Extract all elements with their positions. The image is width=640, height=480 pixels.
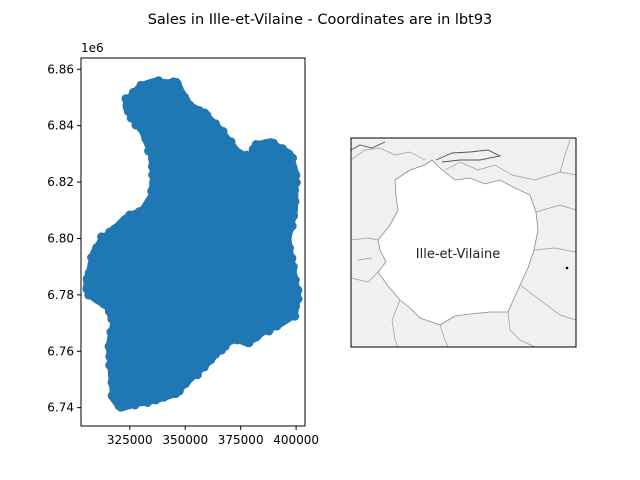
scatter-point (211, 349, 221, 359)
x-axis-ticks: 325000 350000 375000 400000 (107, 426, 319, 447)
y-offset-label: 1e6 (81, 41, 104, 55)
scatter-point (288, 265, 298, 275)
neighbor-border-south (391, 299, 536, 347)
y-tick-label: 6.76 (47, 344, 74, 358)
scatter-point (139, 81, 149, 91)
scatter-point (288, 189, 298, 199)
scatter-point (287, 164, 297, 174)
x-tick-label: 375000 (218, 433, 264, 447)
neighbor-border-east (519, 139, 576, 321)
scatter-point (284, 246, 294, 256)
scatter-point-core (105, 120, 283, 386)
map-frame (350, 137, 577, 348)
scatter-point (288, 153, 297, 163)
neighbor-border-north (351, 147, 576, 181)
y-tick-label: 6.84 (47, 119, 74, 133)
map-content: Ille-et-Vilaine (351, 138, 576, 347)
scatter-point (174, 85, 184, 95)
scatter-point (235, 149, 245, 159)
coastline (351, 141, 502, 163)
map-department-label: Ille-et-Vilaine (416, 247, 500, 262)
scatter-point (128, 210, 138, 220)
scatter-points (82, 76, 303, 412)
scatter-point (291, 178, 301, 187)
scatter-point (290, 275, 300, 285)
scatter-point (149, 177, 159, 187)
scatter-point (187, 371, 197, 381)
scatter-point (287, 204, 297, 214)
scatter-point (282, 233, 292, 243)
scatter-point (286, 214, 296, 224)
map-point (565, 266, 569, 270)
scatter-point (282, 314, 292, 324)
x-tick-label: 350000 (162, 433, 208, 447)
scatter-point (188, 105, 197, 115)
scatter-point (254, 141, 264, 151)
scatter-point (122, 400, 132, 410)
x-tick-label: 400000 (273, 433, 319, 447)
scatter-point (293, 294, 303, 304)
scatter-point (162, 79, 172, 89)
scatter-axes: 325000 350000 375000 400000 6.74 6.76 6.78 6.8… (47, 41, 319, 447)
x-tick-label: 325000 (107, 433, 153, 447)
scatter-point (137, 206, 147, 216)
scatter-point (92, 243, 101, 253)
scatter-frame (80, 57, 306, 427)
y-axis-ticks: 6.74 6.76 6.78 6.80 6.82 6.84 6.86 (47, 62, 81, 415)
scatter-point (226, 335, 236, 345)
scatter-point (122, 103, 132, 112)
map-inset: Ille-et-Vilaine (350, 137, 577, 348)
scatter-point (111, 223, 121, 233)
scatter-point (87, 259, 97, 269)
scatter-point (83, 284, 93, 294)
y-tick-label: 6.74 (47, 401, 74, 415)
y-tick-label: 6.82 (47, 175, 74, 189)
y-tick-label: 6.86 (47, 62, 74, 76)
figure-title: Sales in Ille-et-Vilaine - Coordinates a… (148, 12, 493, 28)
neighbor-border-west (351, 237, 379, 283)
y-tick-label: 6.80 (47, 231, 74, 245)
y-tick-label: 6.78 (47, 288, 74, 302)
